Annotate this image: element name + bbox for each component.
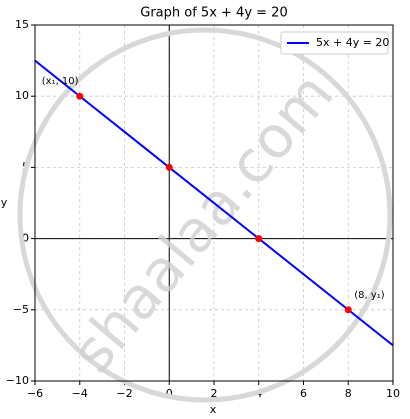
plot-frame xyxy=(34,24,394,382)
y-tick-label: 10 xyxy=(15,89,29,102)
point xyxy=(165,163,173,171)
annotation: (x₁, 10) xyxy=(42,76,79,87)
x-tick-label: −6 xyxy=(27,387,43,400)
point xyxy=(255,235,263,243)
y-tick-label: 15 xyxy=(15,18,29,31)
point xyxy=(76,92,84,100)
x-axis-label: x xyxy=(210,403,217,416)
y-tick-label: 0 xyxy=(22,232,29,245)
legend-box xyxy=(280,31,389,55)
x-tick-label: 8 xyxy=(345,387,352,400)
x-tick-label: 2 xyxy=(211,387,218,400)
watermark-circle xyxy=(17,27,393,403)
x-tick-label: −4 xyxy=(72,387,88,400)
point xyxy=(344,306,352,314)
line xyxy=(35,59,393,347)
watermark: shaalaa.com xyxy=(58,60,346,385)
x-tick-label: 0 xyxy=(166,387,173,400)
x-tick-label: −2 xyxy=(116,387,132,400)
x-tick-label: 6 xyxy=(300,387,307,400)
x-tick-label: 10 xyxy=(386,387,400,400)
chart-title: Graph of 5x + 4y = 20 xyxy=(140,6,287,21)
legend-label: 5x + 4y = 20 xyxy=(316,36,389,49)
y-tick-label: −10 xyxy=(6,374,29,387)
y-axis-label: y xyxy=(1,196,8,209)
annotation: (8, y₁) xyxy=(354,290,385,301)
y-tick-label: −5 xyxy=(13,303,29,316)
